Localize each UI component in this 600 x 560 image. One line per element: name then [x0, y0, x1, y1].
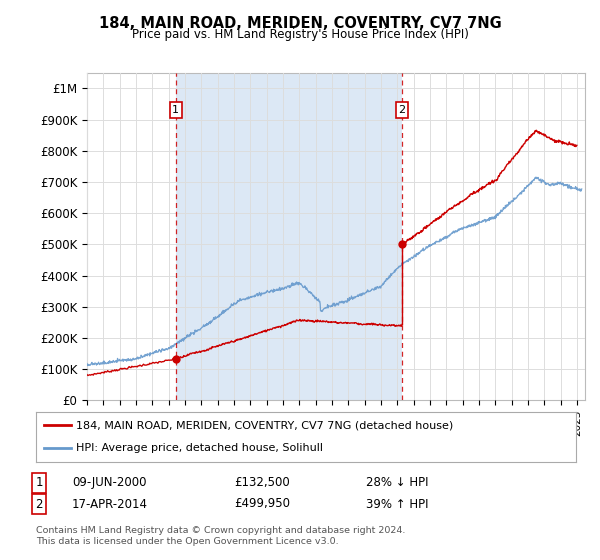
Text: 2: 2	[35, 497, 43, 511]
Text: Contains HM Land Registry data © Crown copyright and database right 2024.
This d: Contains HM Land Registry data © Crown c…	[36, 526, 406, 546]
Bar	[176, 73, 402, 400]
Text: £499,950: £499,950	[234, 497, 290, 511]
Text: 2: 2	[398, 105, 406, 115]
Text: 28% ↓ HPI: 28% ↓ HPI	[366, 476, 428, 489]
Text: 39% ↑ HPI: 39% ↑ HPI	[366, 497, 428, 511]
Text: HPI: Average price, detached house, Solihull: HPI: Average price, detached house, Soli…	[77, 444, 323, 454]
Text: £132,500: £132,500	[234, 476, 290, 489]
Text: 184, MAIN ROAD, MERIDEN, COVENTRY, CV7 7NG (detached house): 184, MAIN ROAD, MERIDEN, COVENTRY, CV7 7…	[77, 420, 454, 430]
Text: 184, MAIN ROAD, MERIDEN, COVENTRY, CV7 7NG: 184, MAIN ROAD, MERIDEN, COVENTRY, CV7 7…	[98, 16, 502, 31]
Text: 17-APR-2014: 17-APR-2014	[72, 497, 148, 511]
Text: 1: 1	[35, 476, 43, 489]
Text: 09-JUN-2000: 09-JUN-2000	[72, 476, 146, 489]
Text: 1: 1	[172, 105, 179, 115]
Text: Price paid vs. HM Land Registry's House Price Index (HPI): Price paid vs. HM Land Registry's House …	[131, 28, 469, 41]
